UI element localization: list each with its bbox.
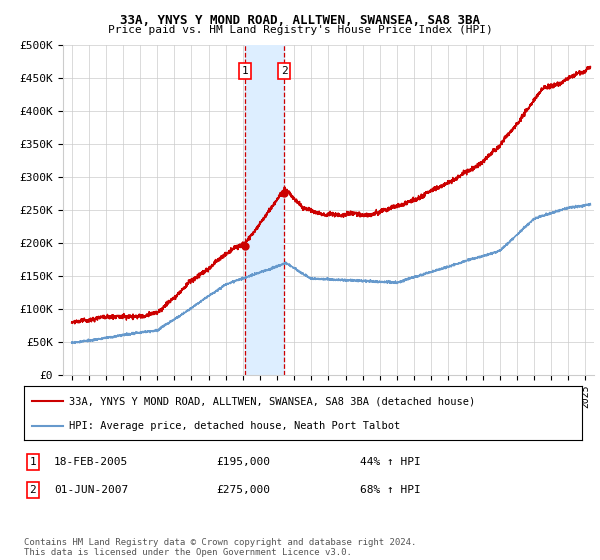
Text: 2: 2 [29, 485, 37, 495]
Text: 1: 1 [242, 66, 248, 76]
Text: Price paid vs. HM Land Registry's House Price Index (HPI): Price paid vs. HM Land Registry's House … [107, 25, 493, 35]
Text: 68% ↑ HPI: 68% ↑ HPI [360, 485, 421, 495]
Text: £195,000: £195,000 [216, 457, 270, 467]
Text: 33A, YNYS Y MOND ROAD, ALLTWEN, SWANSEA, SA8 3BA: 33A, YNYS Y MOND ROAD, ALLTWEN, SWANSEA,… [120, 14, 480, 27]
Text: 1: 1 [29, 457, 37, 467]
Bar [245, 45, 284, 375]
Text: 2: 2 [281, 66, 287, 76]
Text: HPI: Average price, detached house, Neath Port Talbot: HPI: Average price, detached house, Neat… [68, 421, 400, 431]
Text: Contains HM Land Registry data © Crown copyright and database right 2024.
This d: Contains HM Land Registry data © Crown c… [24, 538, 416, 557]
Text: 44% ↑ HPI: 44% ↑ HPI [360, 457, 421, 467]
Text: £275,000: £275,000 [216, 485, 270, 495]
Text: 33A, YNYS Y MOND ROAD, ALLTWEN, SWANSEA, SA8 3BA (detached house): 33A, YNYS Y MOND ROAD, ALLTWEN, SWANSEA,… [68, 396, 475, 407]
Text: 01-JUN-2007: 01-JUN-2007 [54, 485, 128, 495]
Text: 18-FEB-2005: 18-FEB-2005 [54, 457, 128, 467]
